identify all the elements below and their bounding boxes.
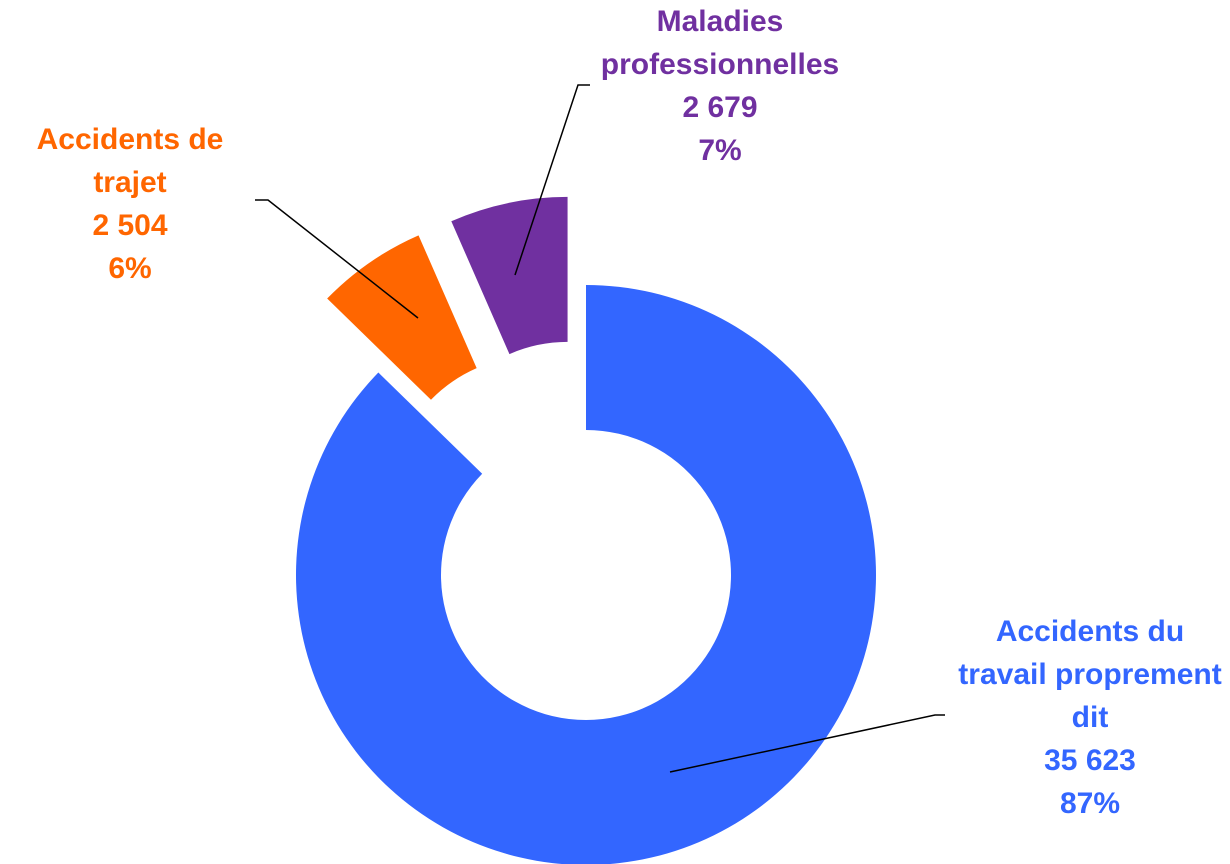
leader-line <box>514 84 590 276</box>
label-percent: 87% <box>1059 787 1121 820</box>
slice-label: Maladies professionnelles 2 679 7% <box>570 0 870 172</box>
donut-slice <box>451 196 568 355</box>
label-value: 2 504 <box>92 209 168 242</box>
leader-line <box>669 714 945 773</box>
label-name: Accidents de trajet <box>36 123 224 199</box>
slices <box>296 196 876 864</box>
label-name: Maladies professionnelles <box>600 5 840 81</box>
label-percent: 7% <box>698 134 742 167</box>
donut-slice <box>296 285 876 864</box>
slice-label: Accidents de trajet 2 504 6% <box>0 118 260 290</box>
label-value: 35 623 <box>1044 744 1136 777</box>
slice-label: Accidents du travail proprement dit 35 6… <box>950 610 1230 825</box>
label-percent: 6% <box>108 252 152 285</box>
label-value: 2 679 <box>682 91 758 124</box>
donut-slice <box>327 235 477 400</box>
leader-line <box>255 199 419 319</box>
leader-lines <box>255 84 945 773</box>
label-name: Accidents du travail proprement dit <box>958 615 1222 734</box>
